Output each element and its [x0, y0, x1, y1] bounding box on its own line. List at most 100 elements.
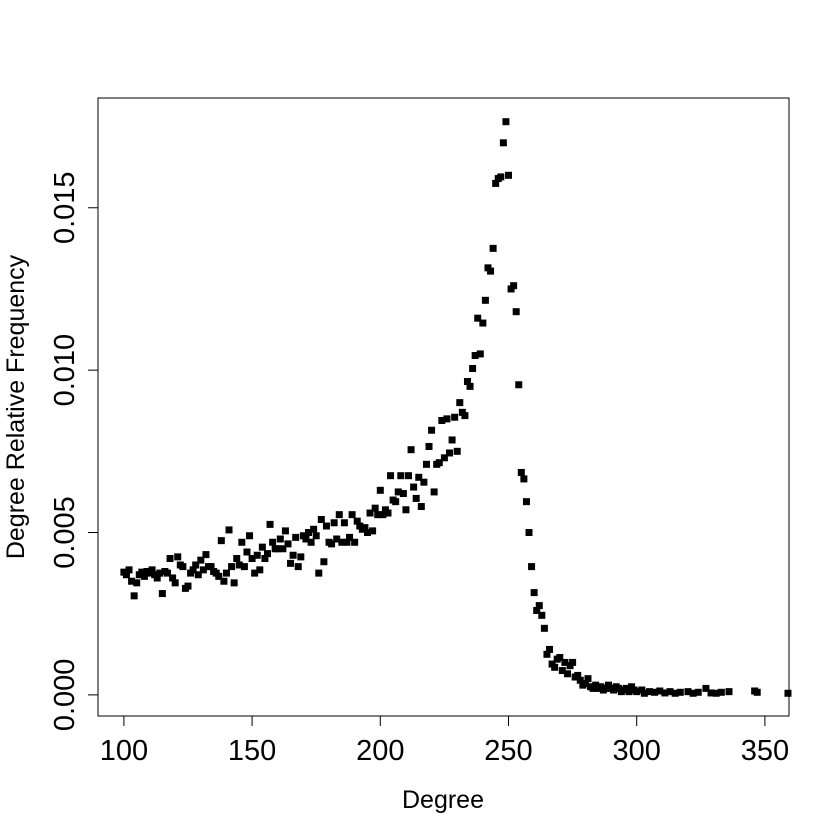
- point: [753, 688, 761, 696]
- point: [192, 561, 200, 569]
- point: [169, 574, 177, 582]
- point: [225, 526, 233, 534]
- point: [784, 689, 792, 697]
- point: [248, 554, 256, 562]
- point: [222, 569, 230, 577]
- point: [412, 494, 420, 502]
- point: [510, 282, 518, 290]
- point: [517, 468, 525, 476]
- point: [228, 563, 236, 571]
- point: [689, 689, 697, 697]
- point: [217, 537, 225, 545]
- point: [312, 532, 320, 540]
- point: [361, 524, 369, 532]
- point: [353, 517, 361, 525]
- point: [246, 532, 254, 540]
- point: [156, 569, 164, 577]
- point: [471, 352, 479, 360]
- point: [289, 551, 297, 559]
- point: [584, 675, 592, 683]
- point: [461, 412, 469, 420]
- point: [489, 244, 497, 252]
- point: [256, 566, 264, 574]
- point: [189, 566, 197, 574]
- point: [576, 676, 584, 684]
- point: [422, 460, 430, 468]
- point: [563, 670, 571, 678]
- point: [487, 267, 495, 275]
- point: [546, 645, 554, 653]
- point: [292, 533, 300, 541]
- point: [551, 663, 559, 671]
- point: [451, 413, 459, 421]
- point: [661, 689, 669, 697]
- point: [258, 543, 266, 551]
- point: [322, 522, 330, 530]
- point: [666, 688, 674, 696]
- point: [402, 506, 410, 514]
- point: [707, 689, 715, 697]
- point: [448, 436, 456, 444]
- point: [240, 563, 248, 571]
- x-tick-label: 350: [741, 735, 789, 767]
- point: [405, 472, 413, 480]
- y-tick-label: 0.005: [49, 496, 81, 569]
- point: [712, 689, 720, 697]
- x-tick-label: 250: [484, 735, 532, 767]
- point: [512, 308, 520, 316]
- point: [420, 478, 428, 486]
- point: [569, 658, 577, 666]
- point: [407, 446, 415, 454]
- point: [492, 179, 500, 187]
- point: [684, 688, 692, 696]
- point: [351, 538, 359, 546]
- point: [443, 415, 451, 423]
- point: [330, 519, 338, 527]
- point: [525, 529, 533, 537]
- point: [371, 504, 379, 512]
- point: [366, 509, 374, 517]
- point: [369, 527, 377, 535]
- point: [497, 173, 505, 181]
- point: [274, 545, 282, 553]
- point: [220, 577, 228, 585]
- point: [122, 571, 130, 579]
- point: [717, 688, 725, 696]
- x-tick-label: 200: [356, 735, 404, 767]
- point: [174, 553, 182, 561]
- point: [538, 611, 546, 619]
- point: [625, 688, 633, 696]
- point: [238, 538, 246, 546]
- point: [328, 540, 336, 548]
- point: [397, 472, 405, 480]
- point: [387, 472, 395, 480]
- point: [133, 579, 141, 587]
- point: [676, 688, 684, 696]
- point: [153, 574, 161, 582]
- point: [540, 624, 548, 632]
- x-axis-title: Degree: [402, 786, 484, 814]
- point: [522, 498, 530, 506]
- y-tick-label: 0.015: [49, 171, 81, 244]
- point: [633, 688, 641, 696]
- point: [374, 511, 382, 519]
- point: [276, 535, 284, 543]
- point: [528, 563, 536, 571]
- point: [279, 545, 287, 553]
- point: [307, 538, 315, 546]
- point: [128, 577, 136, 585]
- point: [504, 171, 512, 179]
- point: [520, 475, 528, 483]
- point: [343, 538, 351, 546]
- point: [346, 533, 354, 541]
- point: [533, 606, 541, 614]
- x-tick-label: 150: [228, 735, 276, 767]
- point: [130, 592, 138, 600]
- point: [463, 378, 471, 386]
- point: [476, 350, 484, 358]
- y-tick-label: 0.010: [49, 334, 81, 407]
- point: [140, 572, 148, 580]
- point: [305, 529, 313, 537]
- point: [233, 554, 241, 562]
